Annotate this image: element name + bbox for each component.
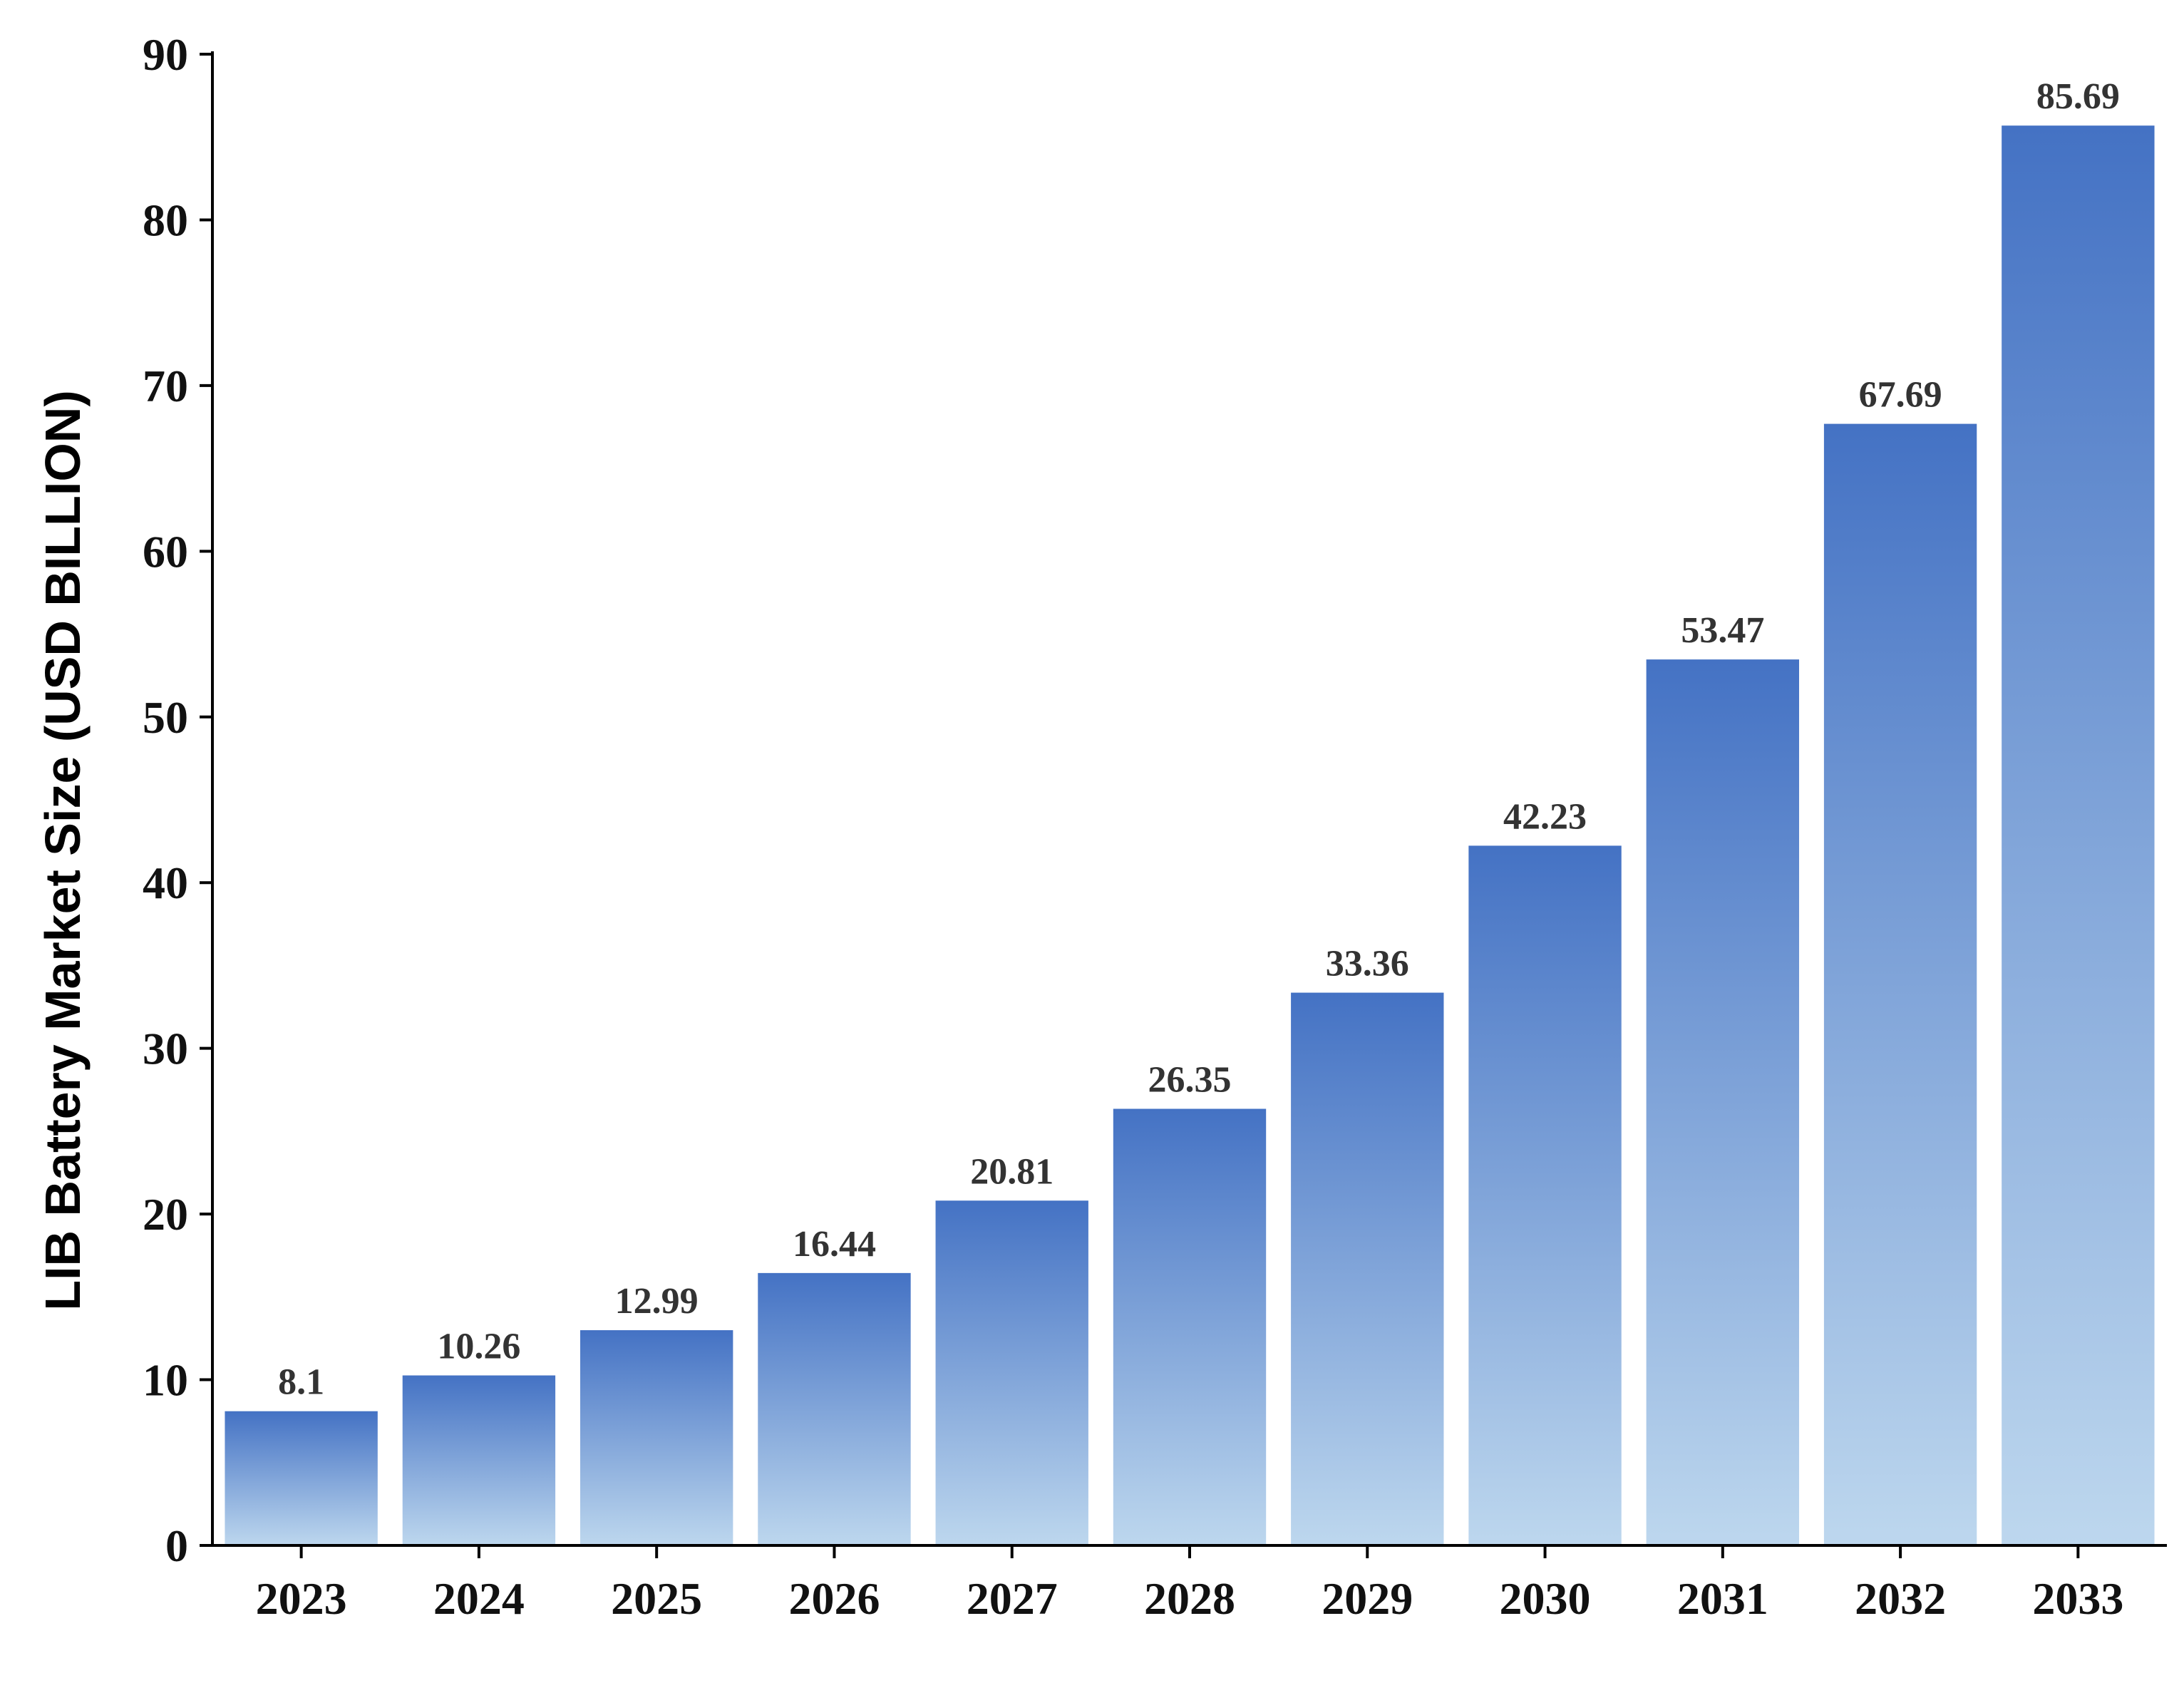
bars-group — [225, 125, 2155, 1546]
bar-2031 — [1646, 659, 1800, 1545]
bar-2028 — [1113, 1108, 1267, 1545]
bar-2023 — [225, 1411, 378, 1545]
data-label-2028: 26.35 — [1148, 1060, 1232, 1101]
bar-2024 — [402, 1375, 556, 1545]
data-label-2025: 12.99 — [615, 1281, 699, 1322]
y-tick-label: 10 — [143, 1355, 188, 1406]
data-label-2024: 10.26 — [437, 1327, 520, 1367]
bar-2027 — [935, 1200, 1088, 1545]
x-tick-label: 2031 — [1677, 1573, 1768, 1624]
y-tick-label: 60 — [143, 526, 188, 577]
y-axis-label: LIB Battery Market Size (USD BILLION) — [35, 390, 91, 1310]
data-labels-group: 8.1 10.26 12.99 16.44 20.81 26.35 33.36 42.23 53… — [278, 76, 2120, 1403]
x-tick-label: 2027 — [967, 1573, 1058, 1624]
y-axis-ticks: 0 10 20 30 40 50 60 70 80 90 — [143, 29, 212, 1571]
data-label-2023: 8.1 — [278, 1362, 324, 1403]
data-label-2030: 42.23 — [1503, 796, 1587, 837]
x-tick-label: 2023 — [256, 1573, 347, 1624]
y-tick-label: 80 — [143, 195, 188, 245]
data-label-2026: 16.44 — [793, 1224, 876, 1265]
x-tick-label: 2030 — [1500, 1573, 1591, 1624]
y-tick-label: 50 — [143, 692, 188, 743]
x-axis-ticks: 2023 2024 2025 2026 2027 2028 2029 2030 2031 2032… — [256, 1545, 2123, 1624]
x-tick-label: 2028 — [1144, 1573, 1235, 1624]
bar-2025 — [580, 1330, 733, 1545]
bar-2030 — [1468, 845, 1622, 1545]
data-label-2027: 20.81 — [970, 1151, 1054, 1192]
y-tick-label: 40 — [143, 858, 188, 908]
y-tick-label: 0 — [165, 1520, 188, 1571]
x-tick-label: 2033 — [2032, 1573, 2123, 1624]
data-label-2033: 85.69 — [2036, 76, 2120, 117]
x-tick-label: 2029 — [1322, 1573, 1413, 1624]
bar-2033 — [2002, 125, 2155, 1545]
bar-2026 — [758, 1272, 911, 1545]
x-tick-label: 2026 — [788, 1573, 880, 1624]
x-tick-label: 2025 — [611, 1573, 702, 1624]
bar-2029 — [1291, 992, 1444, 1545]
y-tick-label: 20 — [143, 1189, 188, 1240]
bar-2032 — [1823, 423, 1977, 1546]
data-label-2031: 53.47 — [1681, 610, 1764, 651]
data-label-2032: 67.69 — [1859, 375, 1942, 416]
y-tick-label: 30 — [143, 1024, 188, 1074]
y-tick-label: 70 — [143, 361, 188, 411]
data-label-2029: 33.36 — [1326, 944, 1409, 984]
y-tick-label: 90 — [143, 29, 188, 80]
x-tick-label: 2024 — [433, 1573, 525, 1624]
x-tick-label: 2032 — [1855, 1573, 1946, 1624]
